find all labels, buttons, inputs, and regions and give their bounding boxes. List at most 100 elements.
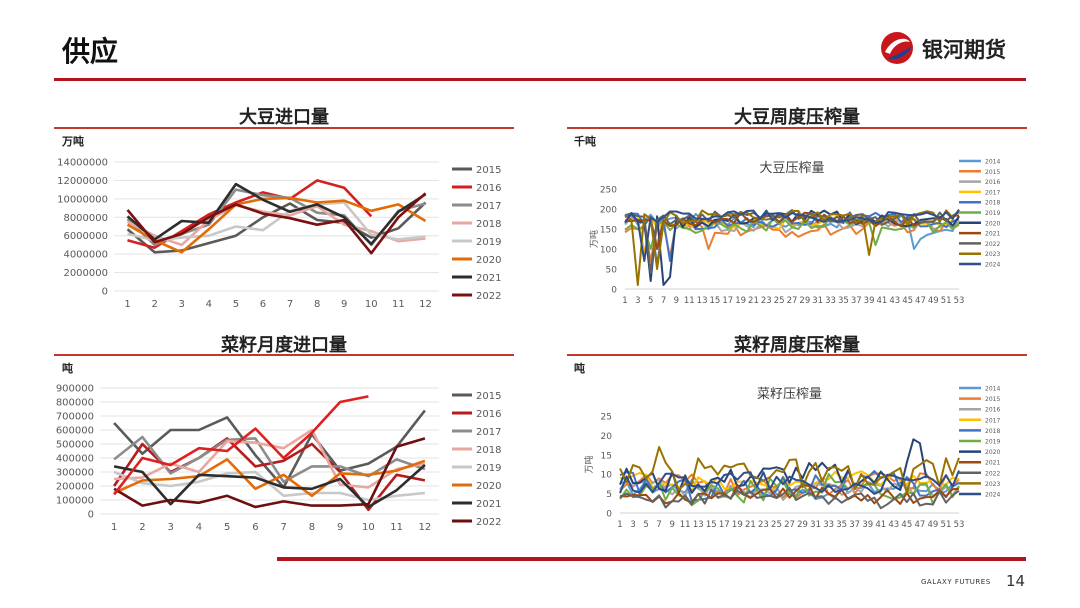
y-tick-label: 14000000 [57, 158, 108, 169]
series-line-2022 [113, 437, 426, 509]
x-tick-label: 6 [252, 522, 258, 533]
x-tick-label: 25 [771, 520, 782, 530]
x-tick-label: 1 [124, 299, 130, 310]
legend-label: 2017 [985, 189, 1000, 196]
legend-label: 2020 [985, 220, 1000, 227]
legend-label: 2022 [476, 291, 501, 302]
series-line-2023 [624, 209, 960, 286]
series-line-2016b [113, 395, 369, 496]
x-tick-label: 5 [648, 296, 653, 306]
series-line-2023 [619, 446, 960, 494]
legend-label: 2016 [985, 407, 1000, 414]
x-tick-label: 11 [680, 520, 691, 530]
x-tick-label: 3 [630, 520, 635, 530]
x-tick-label: 8 [314, 299, 320, 310]
y-tick-label: 5 [606, 490, 612, 500]
legend-label: 2024 [985, 492, 1000, 499]
legend-label: 2021 [476, 273, 501, 284]
panel-rule [54, 354, 514, 356]
x-tick-label: 12 [419, 522, 432, 533]
x-tick-label: 33 [823, 520, 834, 530]
legend-label: 2018 [985, 428, 1000, 435]
page-title: 供应 [62, 35, 119, 68]
legend-label: 2016 [476, 409, 501, 420]
x-tick-label: 51 [941, 296, 952, 306]
x-tick-label: 31 [812, 296, 823, 306]
x-tick-label: 23 [761, 296, 772, 306]
legend-label: 2020 [985, 449, 1000, 456]
chart-title: 大豆压榨量 [759, 160, 824, 176]
x-tick-label: 7 [656, 520, 661, 530]
x-tick-label: 27 [784, 520, 795, 530]
x-tick-label: 9 [669, 520, 674, 530]
x-tick-label: 17 [719, 520, 730, 530]
panel-rule [567, 354, 1027, 356]
legend-label: 2017 [985, 417, 1000, 424]
x-tick-label: 3 [635, 296, 640, 306]
x-tick-label: 49 [928, 296, 939, 306]
y-tick-label: 50 [606, 266, 618, 276]
x-tick-label: 15 [710, 296, 721, 306]
galaxy-futures-logo [881, 32, 913, 64]
x-tick-label: 5 [233, 299, 239, 310]
x-tick-label: 7 [280, 522, 286, 533]
legend-label: 2019 [985, 439, 1000, 446]
series-line-2019 [127, 201, 426, 242]
x-tick-label: 23 [758, 520, 769, 530]
y-axis-label: 万吨 [583, 455, 595, 473]
x-tick-label: 4 [196, 522, 202, 533]
y-tick-label: 0 [611, 286, 617, 296]
footer-rule [277, 557, 1026, 561]
y-tick-label: 300000 [56, 468, 94, 479]
x-tick-label: 43 [888, 520, 899, 530]
series-line-2018 [114, 428, 426, 489]
x-tick-label: 53 [954, 296, 965, 306]
legend-label: 2020 [476, 481, 501, 492]
series-line-2019 [113, 470, 426, 502]
header-rule [54, 78, 1026, 81]
x-tick-label: 15 [706, 520, 717, 530]
chart-title: 菜籽压榨量 [757, 386, 822, 402]
x-tick-label: 29 [799, 296, 810, 306]
x-tick-label: 19 [735, 296, 746, 306]
y-tick-label: 700000 [56, 412, 94, 423]
x-tick-label: 13 [697, 296, 708, 306]
series-line-2022 [619, 486, 960, 510]
x-tick-label: 47 [915, 296, 926, 306]
y-tick-label: 500000 [56, 440, 94, 451]
y-tick-label: 100 [600, 246, 617, 256]
x-tick-label: 9 [337, 522, 343, 533]
y-tick-label: 15 [601, 451, 612, 461]
y-tick-label: 12000000 [57, 176, 108, 187]
y-tick-label: 200 [600, 206, 617, 216]
footer-brand: GALAXY FUTURES [921, 578, 991, 586]
x-tick-label: 51 [941, 520, 952, 530]
series-line-2024 [624, 209, 960, 262]
legend-label: 2015 [985, 169, 1000, 176]
panel-title-soy-import: 大豆进口量 [239, 107, 329, 128]
legend-label: 2019 [476, 237, 501, 248]
panel-rule [54, 127, 514, 129]
panel-rule [567, 127, 1027, 129]
legend-label: 2016 [985, 179, 1000, 186]
legend-label: 2023 [985, 251, 1000, 258]
x-tick-label: 7 [287, 299, 293, 310]
y-tick-label: 800000 [56, 398, 94, 409]
series-line-2024 [619, 470, 960, 495]
x-tick-label: 53 [954, 520, 965, 530]
y-tick-label: 250 [600, 186, 617, 196]
x-tick-label: 12 [419, 299, 432, 310]
x-tick-label: 6 [260, 299, 266, 310]
series-line-2021 [126, 182, 427, 246]
unit-label: 吨 [574, 362, 585, 375]
x-tick-label: 39 [864, 296, 875, 306]
x-tick-label: 4 [206, 299, 212, 310]
series-line-2018 [126, 204, 426, 247]
x-tick-label: 5 [224, 522, 230, 533]
legend-label: 2020 [476, 255, 501, 266]
rapeseed-import-chart: 0 100000 200000 300000 400000 500000 600000 700… [56, 384, 502, 534]
legend-label: 2021 [985, 231, 1000, 238]
y-tick-label: 25 [601, 413, 612, 423]
x-tick-label: 35 [836, 520, 847, 530]
